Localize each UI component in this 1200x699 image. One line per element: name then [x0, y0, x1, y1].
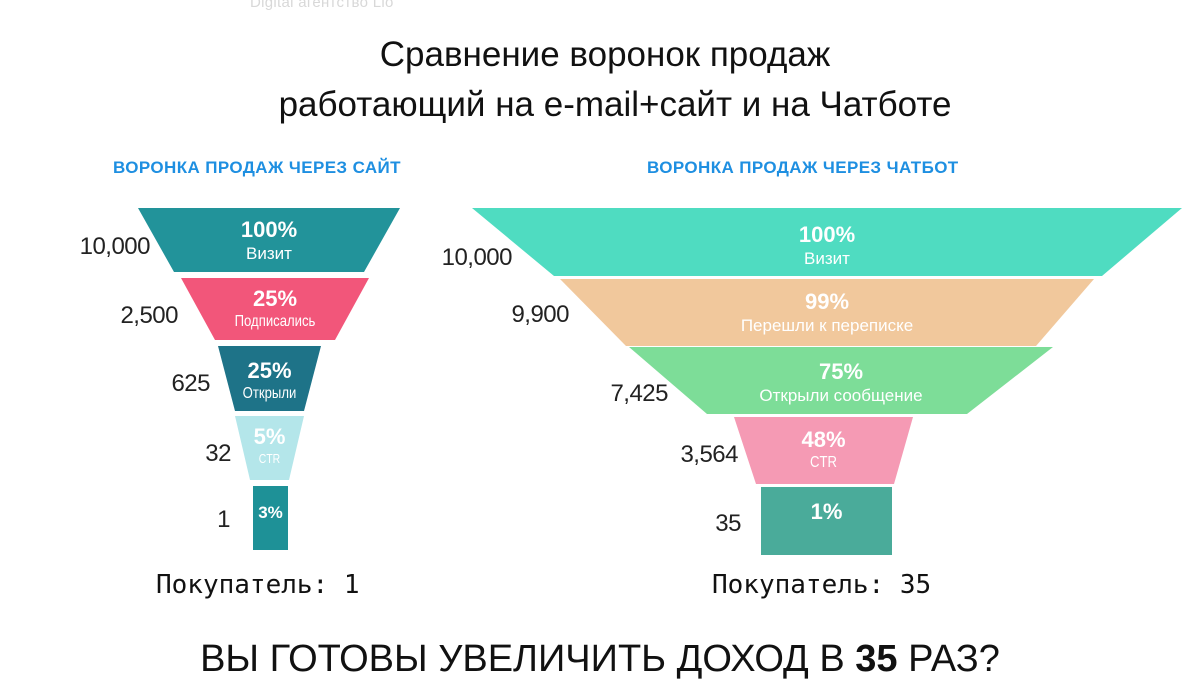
- left-funnel-heading: ВОРОНКА ПРОДАЖ ЧЕРЕЗ САЙТ: [113, 158, 401, 177]
- left-stage-buy-fill: [253, 486, 288, 550]
- watermark: Digital агентство Lio: [250, 0, 394, 11]
- left-stage-subscribed-shape: [181, 278, 369, 340]
- title-line-2: работающий на e-mail+сайт и на Чатботе: [278, 85, 952, 124]
- right-stage-opened-count: 7,425: [610, 380, 668, 407]
- cta-suffix: РАЗ?: [897, 638, 1000, 680]
- left-stage-opened-label: Открыли: [242, 385, 297, 402]
- left-stage-subscribed: 25% Подписались: [181, 278, 369, 340]
- left-stage-subscribed-percent: 25%: [252, 286, 298, 311]
- left-stage-opened-fill: [218, 346, 321, 411]
- right-stage-visit: 100% Визит: [472, 208, 1182, 276]
- left-stage-buy-shape: [253, 486, 288, 550]
- left-stage-opened-count: 625: [171, 370, 210, 397]
- right-stage-buy-shape: [761, 487, 892, 555]
- right-stage-visit-shape: [472, 208, 1182, 276]
- right-stage-opened-fill: [629, 347, 1053, 414]
- right-stage-buy: 1%: [761, 487, 892, 555]
- right-stage-opened-label: Открыли сообщение: [759, 386, 923, 405]
- left-stage-buy-percent: 3%: [258, 503, 283, 522]
- right-stage-ctr: 48% CTR: [734, 417, 913, 484]
- left-stage-buy-count: 1: [217, 506, 230, 533]
- right-funnel-heading: ВОРОНКА ПРОДАЖ ЧЕРЕЗ ЧАТБОТ: [647, 158, 959, 177]
- left-stage-opened-shape: [218, 346, 321, 411]
- right-buyer-count: Покупатель: 35: [712, 570, 932, 600]
- right-stage-ctr-shape: [734, 417, 913, 484]
- left-stage-ctr-count: 32: [205, 440, 231, 467]
- left-stage-visit-fill: [138, 208, 400, 272]
- left-stage-ctr-fill: [235, 416, 304, 480]
- cta-prefix: ВЫ ГОТОВЫ УВЕЛИЧИТЬ ДОХОД В: [200, 638, 856, 680]
- cta-number: 35: [855, 638, 898, 680]
- left-stage-ctr-label: CTR: [258, 451, 281, 466]
- right-stage-visit-percent: 100%: [798, 222, 856, 247]
- left-stage-visit: 100% Визит: [138, 208, 400, 272]
- right-stage-chat-shape: [560, 279, 1094, 346]
- right-stage-opened-shape: [629, 347, 1053, 414]
- right-stage-ctr-count: 3,564: [680, 441, 738, 468]
- left-stage-ctr-percent: 5%: [253, 424, 286, 449]
- right-stage-opened-percent: 75%: [818, 359, 864, 384]
- right-stage-visit-count: 10,000: [441, 244, 513, 271]
- right-stage-chat-fill: [560, 279, 1094, 346]
- left-stage-visit-count: 10,000: [79, 233, 151, 260]
- left-buyer-count: Покупатель: 1: [156, 570, 360, 600]
- right-stage-chat: 99% Перешли к переписке: [560, 279, 1094, 346]
- left-stage-subscribed-count: 2,500: [120, 302, 178, 329]
- title-line-1: Сравнение воронок продаж: [379, 35, 831, 74]
- right-stage-ctr-percent: 48%: [801, 427, 846, 452]
- right-stage-buy-percent: 1%: [810, 499, 843, 524]
- right-stage-chat-count: 9,900: [511, 301, 569, 328]
- right-stage-ctr-label: CTR: [810, 454, 837, 471]
- left-stage-subscribed-label: Подписались: [234, 313, 316, 330]
- left-stage-buy: 3%: [253, 486, 288, 550]
- right-stage-visit-fill: [472, 208, 1182, 276]
- left-stage-visit-percent: 100%: [240, 217, 298, 242]
- right-stage-buy-count: 35: [715, 510, 741, 537]
- right-stage-buy-fill: [761, 487, 892, 555]
- left-stage-ctr: 5% CTR: [235, 416, 304, 480]
- right-stage-ctr-fill: [734, 417, 913, 484]
- left-stage-subscribed-fill: [181, 278, 369, 340]
- right-stage-chat-label: Перешли к переписке: [740, 316, 914, 335]
- left-stage-visit-shape: [138, 208, 400, 272]
- right-stage-visit-label: Визит: [804, 249, 850, 268]
- right-stage-opened: 75% Открыли сообщение: [629, 347, 1053, 414]
- call-to-action: ВЫ ГОТОВЫ УВЕЛИЧИТЬ ДОХОД В 35 РАЗ?: [0, 640, 1200, 678]
- left-stage-opened: 25% Открыли: [218, 346, 321, 411]
- left-stage-visit-label: Визит: [246, 244, 292, 263]
- right-stage-chat-percent: 99%: [804, 289, 850, 314]
- left-stage-ctr-shape: [235, 416, 304, 480]
- left-stage-opened-percent: 25%: [247, 358, 292, 383]
